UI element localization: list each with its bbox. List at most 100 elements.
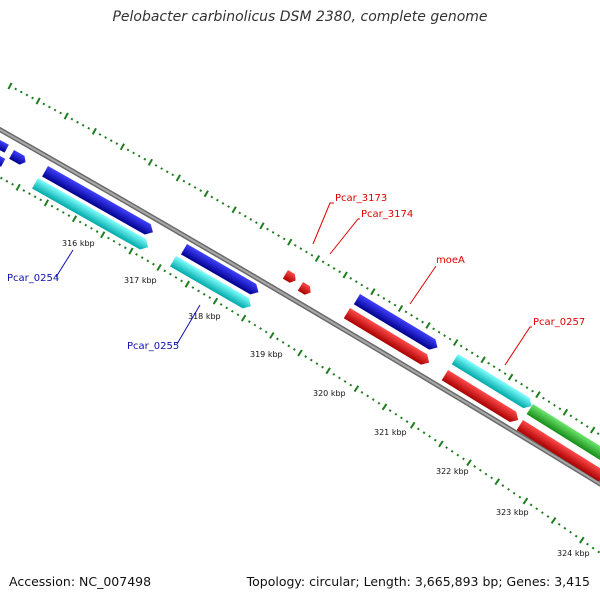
minor-tick bbox=[255, 221, 258, 225]
gene-label-pcar-0257[interactable]: Pcar_0257 bbox=[533, 317, 585, 328]
gene-arrow[interactable] bbox=[516, 420, 600, 484]
major-tick bbox=[147, 158, 153, 166]
major-tick bbox=[325, 367, 331, 375]
minor-tick bbox=[443, 334, 446, 338]
minor-tick bbox=[456, 453, 460, 457]
tick-label: 316 kbp bbox=[62, 239, 95, 248]
gene-arrow[interactable] bbox=[0, 133, 9, 153]
minor-tick bbox=[586, 542, 589, 546]
minor-tick bbox=[210, 195, 214, 199]
minor-tick bbox=[182, 179, 186, 183]
minor-tick bbox=[271, 230, 275, 234]
gene-arrow[interactable] bbox=[297, 282, 313, 297]
major-tick bbox=[119, 143, 125, 151]
major-tick bbox=[381, 403, 388, 411]
minor-tick bbox=[315, 362, 319, 366]
major-tick bbox=[7, 82, 13, 90]
minor-tick bbox=[140, 256, 144, 259]
gene-arrow[interactable] bbox=[0, 153, 6, 167]
gene-arrow[interactable] bbox=[170, 256, 254, 311]
minor-tick bbox=[197, 289, 200, 293]
topology-text: Topology: circular; Length: 3,665,893 bp… bbox=[246, 574, 590, 589]
minor-tick bbox=[5, 179, 9, 183]
gene-arrow[interactable] bbox=[9, 150, 28, 167]
gene-arrow[interactable] bbox=[451, 354, 535, 411]
gene-arrow[interactable] bbox=[441, 370, 522, 425]
minor-tick bbox=[56, 207, 59, 211]
minor-tick bbox=[377, 401, 381, 405]
minor-tick bbox=[42, 102, 46, 106]
gene-arrow[interactable] bbox=[181, 244, 261, 297]
tick-label: 324 kbp bbox=[557, 549, 590, 558]
minor-tick bbox=[143, 157, 147, 161]
minor-tick bbox=[388, 409, 392, 412]
minor-tick bbox=[191, 286, 195, 289]
gene-label-pcar-3173[interactable]: Pcar_3173 bbox=[335, 193, 387, 204]
major-tick bbox=[353, 385, 360, 393]
minor-tick bbox=[382, 297, 386, 300]
major-tick bbox=[100, 231, 106, 239]
minor-tick bbox=[404, 310, 408, 314]
minor-tick bbox=[78, 220, 82, 224]
minor-tick bbox=[498, 368, 501, 372]
minor-tick bbox=[473, 465, 477, 468]
minor-tick bbox=[137, 154, 141, 158]
major-tick bbox=[562, 408, 569, 416]
gene-arrow[interactable] bbox=[42, 166, 156, 238]
minor-tick bbox=[230, 309, 234, 313]
minor-tick bbox=[304, 355, 308, 358]
major-tick bbox=[175, 174, 181, 182]
gene-label-moea[interactable]: moeA bbox=[436, 255, 465, 266]
major-tick bbox=[269, 331, 275, 339]
major-tick bbox=[425, 321, 431, 329]
major-tick bbox=[184, 280, 190, 288]
minor-tick bbox=[123, 246, 127, 250]
gene-label-pcar-3174[interactable]: Pcar_3174 bbox=[361, 209, 413, 220]
minor-tick bbox=[249, 218, 253, 221]
major-tick bbox=[15, 183, 21, 191]
minor-tick bbox=[208, 296, 212, 300]
gene-arrow[interactable] bbox=[353, 294, 441, 353]
gene-arrow[interactable] bbox=[526, 404, 600, 465]
minor-tick bbox=[569, 414, 573, 418]
minor-tick bbox=[574, 534, 578, 538]
minor-tick bbox=[465, 348, 469, 351]
minor-tick bbox=[53, 108, 57, 112]
minor-tick bbox=[87, 126, 91, 130]
major-tick bbox=[370, 288, 376, 296]
major-tick bbox=[156, 263, 162, 272]
major-tick bbox=[535, 391, 541, 399]
minor-tick bbox=[476, 354, 480, 358]
gene-arrow[interactable] bbox=[32, 178, 151, 252]
minor-tick bbox=[580, 421, 584, 425]
minor-tick bbox=[243, 214, 247, 218]
major-tick bbox=[522, 497, 529, 505]
minor-tick bbox=[293, 243, 297, 247]
minor-tick bbox=[557, 522, 561, 526]
minor-tick bbox=[109, 139, 113, 142]
minor-tick bbox=[225, 306, 229, 310]
major-tick bbox=[589, 426, 596, 434]
gene-arrow[interactable] bbox=[343, 308, 432, 368]
minor-tick bbox=[415, 317, 419, 321]
major-tick bbox=[480, 356, 486, 364]
major-tick bbox=[438, 440, 444, 448]
minor-tick bbox=[90, 227, 93, 230]
tick-label: 317 kbp bbox=[124, 276, 157, 285]
major-tick bbox=[63, 112, 69, 120]
gene-label-pcar-0255[interactable]: Pcar_0255 bbox=[127, 341, 179, 352]
minor-tick bbox=[70, 117, 74, 121]
minor-tick bbox=[169, 272, 172, 276]
minor-tick bbox=[33, 195, 37, 199]
gene-label-pcar-0254[interactable]: Pcar_0254 bbox=[7, 273, 59, 284]
gene-arrow[interactable] bbox=[282, 270, 298, 285]
minor-tick bbox=[416, 427, 420, 431]
tick-label: 322 kbp bbox=[436, 467, 469, 476]
minor-tick bbox=[470, 351, 474, 355]
minor-tick bbox=[349, 383, 353, 387]
map-title: Pelobacter carbinolicus DSM 2380, comple… bbox=[112, 9, 488, 25]
minor-tick bbox=[39, 198, 43, 202]
minor-tick bbox=[115, 142, 119, 146]
minor-tick bbox=[553, 403, 556, 407]
